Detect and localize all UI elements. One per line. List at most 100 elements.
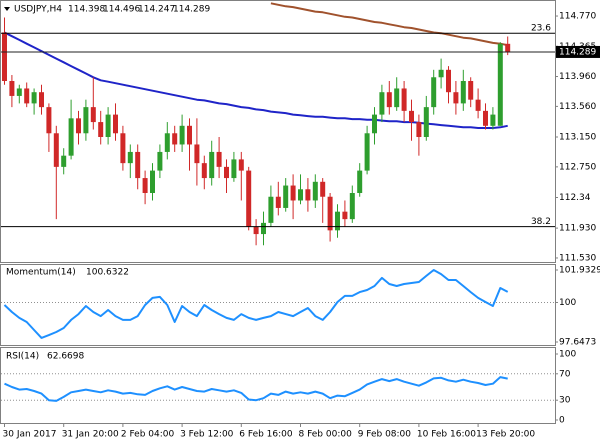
candle-body <box>209 151 215 179</box>
candle-body <box>275 196 281 208</box>
candle-body <box>46 107 52 134</box>
momentum-title: Momentum(14) <box>6 268 76 278</box>
candle-body <box>164 133 170 152</box>
y-tick-label: 114.770 <box>559 12 596 22</box>
candle-body <box>31 92 37 104</box>
candle-body <box>142 178 148 194</box>
candle-body <box>246 170 252 227</box>
candle-body <box>342 211 348 220</box>
candle-body <box>24 88 30 104</box>
candle-body <box>179 125 185 145</box>
candle-body <box>483 110 488 126</box>
candle-body <box>490 114 496 126</box>
candle-body <box>423 107 429 138</box>
x-tick-label: 13 Feb 20:00 <box>476 430 535 440</box>
candle-body <box>409 110 414 123</box>
y-tick-label: 97.6473 <box>559 338 596 348</box>
price-label-box <box>556 45 600 58</box>
y-tick-label: 113.150 <box>559 133 596 143</box>
candle-body <box>290 185 296 201</box>
candle-body <box>283 185 289 208</box>
candle-body <box>120 133 126 164</box>
price-label: 114.289 <box>559 47 596 57</box>
candle-body <box>431 77 437 108</box>
candle-body <box>438 69 444 78</box>
candle-body <box>253 226 259 235</box>
y-tick-label: 100 <box>559 298 576 308</box>
candle-body <box>216 151 222 167</box>
header-low: 114.247 <box>138 5 175 15</box>
momentum-panel-frame <box>0 264 556 346</box>
collapse-icon <box>4 7 10 11</box>
x-tick-label: 8 Feb 00:00 <box>299 430 353 440</box>
fibo-label: 38.2 <box>531 217 551 227</box>
candle-body <box>261 222 266 235</box>
candle-body <box>194 144 200 164</box>
candle-body <box>364 133 370 171</box>
candle-body <box>90 107 96 123</box>
candle-body <box>460 81 466 104</box>
y-tick-label: 0 <box>559 416 565 426</box>
rsi-panel-frame <box>0 347 556 424</box>
candle-body <box>312 181 318 201</box>
candle-body <box>268 196 274 223</box>
candle-body <box>201 163 207 179</box>
y-tick-label: 100 <box>559 350 576 360</box>
candle-body <box>475 99 481 111</box>
candle-body <box>39 92 44 108</box>
candle-body <box>127 151 133 164</box>
candle-body <box>53 133 59 167</box>
indicator-line <box>4 376 508 402</box>
momentum-last: 100.6322 <box>86 268 129 278</box>
x-tick-label: 10 Feb 16:00 <box>417 430 476 440</box>
x-tick-label: 31 Jan 20:00 <box>62 430 119 440</box>
candle-body <box>135 151 141 179</box>
y-tick-label: 111.530 <box>559 253 596 263</box>
rsi-last: 62.6698 <box>47 352 84 362</box>
x-tick-label: 9 Feb 08:00 <box>358 430 412 440</box>
header-high: 114.496 <box>103 5 140 15</box>
main-panel-frame <box>0 0 556 263</box>
candle-body <box>2 32 7 82</box>
fibo-label: 23.6 <box>531 24 551 34</box>
chart-title: USDJPY,H4 <box>14 5 62 15</box>
candle-body <box>335 211 340 231</box>
moving-average <box>270 2 508 47</box>
candle-body <box>83 107 89 134</box>
candle-body <box>224 166 229 179</box>
candle-body <box>172 133 178 145</box>
candle-body <box>379 92 385 115</box>
y-tick-label: 112.34 <box>559 193 591 203</box>
candle-body <box>416 122 422 138</box>
candle-body <box>238 159 244 171</box>
candle-body <box>305 189 311 201</box>
y-tick-label: 112.750 <box>559 162 596 172</box>
candle-body <box>76 118 81 134</box>
candle-body <box>386 92 392 108</box>
candle-body <box>505 43 511 52</box>
main-clip <box>2 2 511 246</box>
y-tick-label: 30 <box>559 396 571 406</box>
candle-body <box>105 114 111 138</box>
header-close: 114.289 <box>173 5 210 15</box>
candle-body <box>150 170 155 194</box>
x-tick-label: 3 Feb 12:00 <box>180 430 234 440</box>
indicator-line <box>3 269 509 339</box>
candle-body <box>446 69 451 93</box>
candle-body <box>497 43 503 126</box>
y-tick-label: 101.9329 <box>559 266 600 276</box>
candle-body <box>68 118 74 156</box>
candle-body <box>113 114 118 134</box>
y-tick-label: 113.960 <box>559 72 596 82</box>
candle-body <box>394 88 400 108</box>
y-tick-label: 111.930 <box>559 224 596 234</box>
candle-body <box>349 193 355 220</box>
candle-body <box>61 155 67 167</box>
candle-body <box>98 122 104 138</box>
x-tick-label: 30 Jan 2017 <box>3 430 57 440</box>
candle-body <box>468 81 474 100</box>
candle-body <box>157 151 163 171</box>
y-tick-label: 70 <box>559 369 571 379</box>
